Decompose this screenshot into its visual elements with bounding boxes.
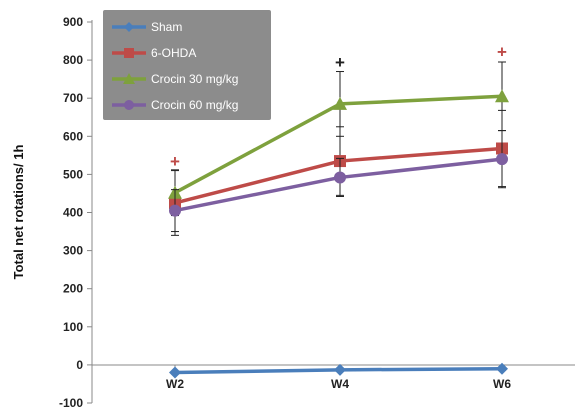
- plot-area: [91, 20, 575, 403]
- x-tick-label: W4: [331, 377, 349, 391]
- legend-box: [103, 10, 271, 120]
- data-point: [333, 96, 347, 110]
- y-axis-label: Total net rotations/ 1h: [11, 145, 26, 280]
- legend-label: 6-OHDA: [151, 46, 196, 60]
- data-point: [334, 363, 346, 376]
- y-tick-label: 500: [63, 167, 83, 181]
- data-point: [169, 204, 181, 217]
- significance-mark: +: [170, 152, 180, 171]
- legend-marker: [124, 48, 134, 58]
- y-tick-label: -100: [59, 396, 83, 408]
- y-axis-ticks: -100 0 100 200 300 400 500 600 700 800 900: [59, 15, 92, 408]
- data-point: [496, 153, 508, 166]
- series-crocin-60-mg-kg: [169, 130, 508, 233]
- y-tick-label: 100: [63, 320, 83, 334]
- data-point: [496, 362, 508, 375]
- y-tick-label: 600: [63, 129, 83, 143]
- y-tick-label: 0: [76, 358, 83, 372]
- data-point: [169, 366, 181, 379]
- x-tick-label: W2: [166, 377, 184, 391]
- legend-label: Crocin 30 mg/kg: [151, 72, 238, 86]
- legend: Sham 6-OHDA Crocin 30 mg/kg Crocin 60 mg/kg: [103, 10, 271, 120]
- series-sham: [169, 362, 508, 379]
- y-tick-label: 700: [63, 91, 83, 105]
- series-layer: [168, 61, 509, 379]
- y-tick-label: 200: [63, 282, 83, 296]
- annotations-layer: + + +: [170, 42, 507, 171]
- legend-marker: [123, 73, 135, 84]
- legend-label: Sham: [151, 20, 182, 34]
- legend-marker: [124, 100, 134, 110]
- legend-marker: [124, 22, 134, 32]
- significance-mark: +: [335, 53, 345, 72]
- y-tick-label: 800: [63, 53, 83, 67]
- y-tick-label: 900: [63, 15, 83, 29]
- legend-label: Crocin 60 mg/kg: [151, 98, 238, 112]
- x-tick-label: W6: [493, 377, 511, 391]
- data-point: [495, 89, 509, 103]
- y-tick-label: 400: [63, 206, 83, 220]
- significance-mark: +: [497, 42, 507, 61]
- y-tick-label: 300: [63, 244, 83, 258]
- data-point: [334, 171, 346, 184]
